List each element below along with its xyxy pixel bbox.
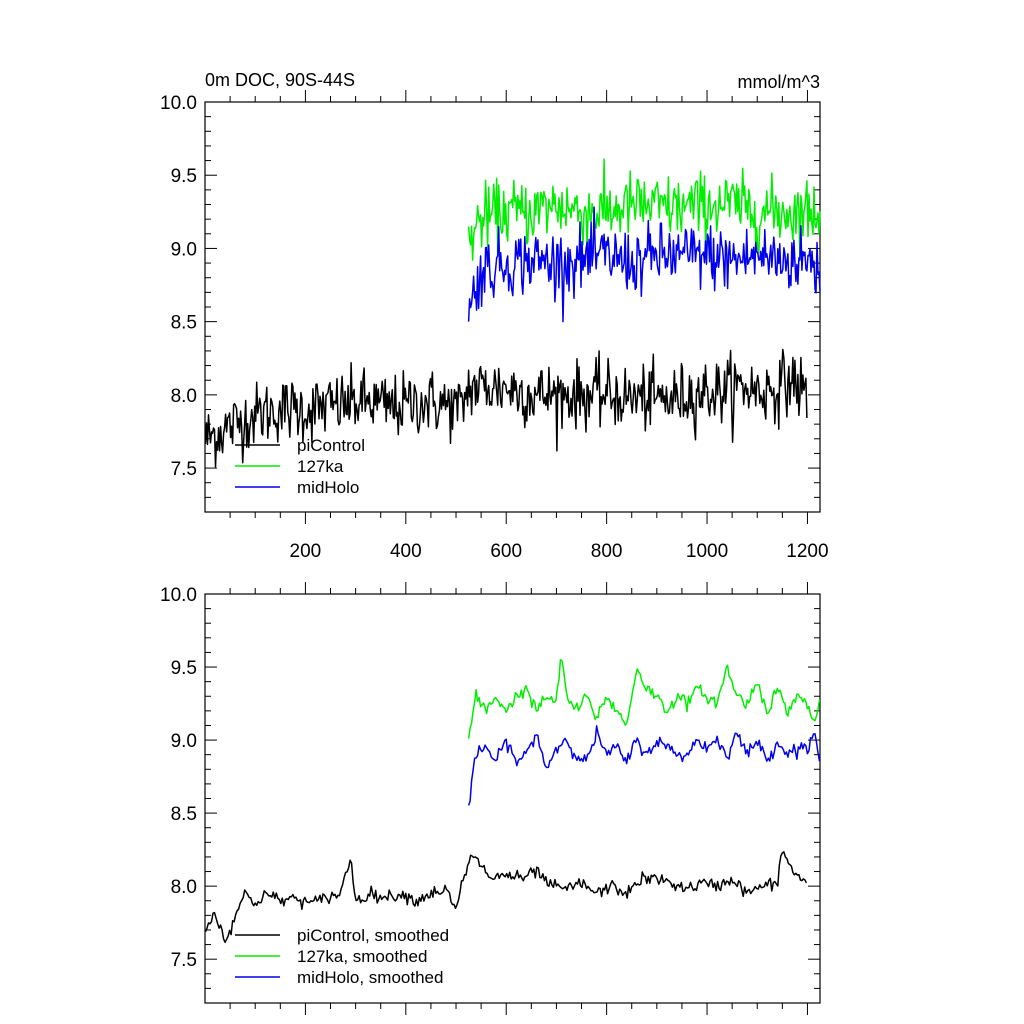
x-tick-label: 600 — [490, 541, 522, 562]
chart-panel-2: 7.5 8.0 8.5 9.0 9.5 10.0 piControl, smoothed 12… — [160, 582, 821, 1015]
y-tick-label: 9.0 — [171, 239, 197, 260]
legend-label: piControl — [297, 436, 365, 455]
chart-panel-1: 7.5 8.0 8.5 9.0 9.5 10.0 200 400 600 800 1000 1200 0… — [160, 70, 829, 562]
y-tick-label: 10.0 — [160, 585, 197, 606]
series-line-2 — [467, 658, 821, 739]
series-line-3 — [467, 725, 821, 806]
x-tick-label: 800 — [591, 541, 623, 562]
series-line-1 — [204, 851, 808, 944]
y-tick-label: 9.5 — [171, 166, 197, 187]
legend-label: midHolo — [297, 478, 359, 497]
y-tick-label: 10.0 — [160, 93, 197, 114]
chart-title: 0m DOC, 90S-44S — [205, 70, 355, 90]
y-tick-label: 8.0 — [171, 877, 197, 898]
x-tick-label: 200 — [290, 541, 322, 562]
y-tick-label: 9.5 — [171, 658, 197, 679]
y-tick-label: 8.0 — [171, 386, 197, 407]
chart-units: mmol/m^3 — [738, 72, 820, 92]
legend-label: midHolo, smoothed — [297, 968, 443, 987]
series-line-1 — [204, 348, 808, 468]
legend-label: piControl, smoothed — [297, 926, 449, 945]
y-tick-label: 7.5 — [171, 459, 197, 480]
x-tick-label: 1200 — [786, 541, 828, 562]
series-line-3 — [467, 206, 821, 323]
x-tick-label: 1000 — [686, 541, 728, 562]
legend-label: 127ka, smoothed — [297, 947, 427, 966]
y-tick-label: 8.5 — [171, 804, 197, 825]
series-line-2 — [467, 158, 821, 261]
x-tick-label: 400 — [390, 541, 422, 562]
y-tick-label: 7.5 — [171, 950, 197, 971]
y-tick-label: 9.0 — [171, 731, 197, 752]
y-tick-label: 8.5 — [171, 313, 197, 334]
legend-label: 127ka — [297, 457, 344, 476]
